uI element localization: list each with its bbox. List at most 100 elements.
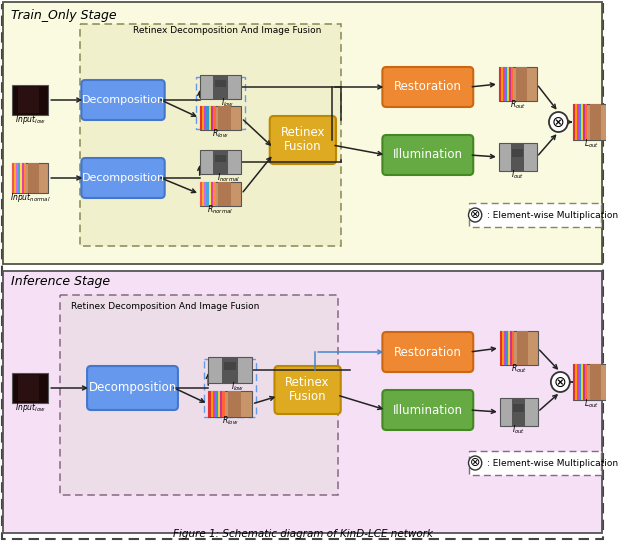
Text: Restoration: Restoration xyxy=(394,81,461,94)
Text: $L_{out}$: $L_{out}$ xyxy=(584,138,599,150)
Text: Retinex Decomposition And Image Fusion: Retinex Decomposition And Image Fusion xyxy=(71,302,259,311)
Bar xyxy=(200,75,241,99)
Text: Inference Stage: Inference Stage xyxy=(12,275,111,288)
Bar xyxy=(513,404,524,412)
Bar xyxy=(18,163,20,193)
Bar xyxy=(223,391,225,417)
Bar xyxy=(24,163,26,193)
Text: : Element-wise Multiplication: : Element-wise Multiplication xyxy=(488,210,619,220)
FancyBboxPatch shape xyxy=(382,135,473,175)
Bar xyxy=(509,67,511,101)
FancyBboxPatch shape xyxy=(275,366,340,414)
Bar xyxy=(204,106,207,130)
Text: Illumination: Illumination xyxy=(393,403,463,416)
Bar xyxy=(585,364,587,400)
Bar xyxy=(208,391,252,417)
Text: Train_Only Stage: Train_Only Stage xyxy=(12,9,117,22)
Text: Input$_{low}$: Input$_{low}$ xyxy=(15,113,46,126)
Bar xyxy=(218,106,231,130)
Bar xyxy=(209,182,211,206)
Bar xyxy=(589,104,601,140)
Text: ⊗: ⊗ xyxy=(470,209,481,222)
Bar xyxy=(573,364,575,400)
Text: Decomposition: Decomposition xyxy=(88,382,177,395)
Bar xyxy=(60,295,338,495)
Text: $R_{low}$: $R_{low}$ xyxy=(222,415,238,427)
Bar xyxy=(581,104,583,140)
Bar xyxy=(506,331,508,365)
Bar xyxy=(579,364,581,400)
Text: Input$_{normal}$: Input$_{normal}$ xyxy=(10,190,51,203)
Text: Fusion: Fusion xyxy=(289,390,326,403)
Text: ⊗: ⊗ xyxy=(552,114,565,130)
Text: Illumination: Illumination xyxy=(393,149,463,162)
Bar xyxy=(575,364,577,400)
Bar xyxy=(211,106,213,130)
Bar xyxy=(500,331,502,365)
Bar xyxy=(200,106,202,130)
FancyBboxPatch shape xyxy=(382,332,473,372)
Bar xyxy=(500,331,538,365)
Bar xyxy=(215,391,218,417)
Bar xyxy=(224,362,236,370)
Bar xyxy=(499,67,501,101)
Bar xyxy=(499,143,537,171)
Bar xyxy=(512,398,525,426)
Text: ⊗: ⊗ xyxy=(470,456,481,469)
Bar xyxy=(583,364,585,400)
Bar xyxy=(208,357,252,383)
Bar xyxy=(468,451,601,475)
Bar xyxy=(200,106,241,130)
Bar xyxy=(209,106,211,130)
Text: Retinex: Retinex xyxy=(280,126,325,139)
Bar xyxy=(79,24,340,246)
Bar xyxy=(503,67,505,101)
Bar xyxy=(500,398,538,426)
Text: $I_{out}$: $I_{out}$ xyxy=(511,169,524,181)
Bar xyxy=(211,391,213,417)
Bar xyxy=(589,364,601,400)
Bar xyxy=(513,149,523,157)
Bar xyxy=(228,391,241,417)
FancyBboxPatch shape xyxy=(382,390,473,430)
Bar xyxy=(208,391,211,417)
Text: $L_{out}$: $L_{out}$ xyxy=(584,398,599,410)
Bar xyxy=(583,104,585,140)
Bar xyxy=(207,182,209,206)
Bar xyxy=(516,67,527,101)
Bar xyxy=(579,104,581,140)
Bar xyxy=(12,163,48,193)
FancyBboxPatch shape xyxy=(87,366,178,410)
Text: Fusion: Fusion xyxy=(284,140,322,153)
Bar xyxy=(573,364,611,400)
Bar xyxy=(218,182,231,206)
Bar xyxy=(222,357,237,383)
Text: $I_{normal}$: $I_{normal}$ xyxy=(216,172,239,184)
Bar xyxy=(16,163,18,193)
Bar xyxy=(213,75,228,99)
FancyBboxPatch shape xyxy=(81,158,164,198)
Bar xyxy=(207,106,209,130)
Bar xyxy=(501,67,503,101)
Circle shape xyxy=(549,112,568,132)
Bar xyxy=(214,80,227,87)
Bar xyxy=(12,373,48,403)
Bar xyxy=(213,391,215,417)
Bar xyxy=(22,163,24,193)
Bar xyxy=(18,375,39,401)
Text: Retinex: Retinex xyxy=(285,377,330,390)
Bar xyxy=(502,331,504,365)
Text: $R_{low}$: $R_{low}$ xyxy=(212,128,228,140)
Circle shape xyxy=(551,372,570,392)
FancyBboxPatch shape xyxy=(269,116,336,164)
Bar xyxy=(214,155,227,162)
Text: $I_{low}$: $I_{low}$ xyxy=(221,97,235,109)
Bar xyxy=(204,359,255,417)
Bar xyxy=(218,391,220,417)
FancyBboxPatch shape xyxy=(382,67,473,107)
Text: $I_{out}$: $I_{out}$ xyxy=(512,424,525,436)
Bar xyxy=(512,331,514,365)
Bar xyxy=(505,67,507,101)
Bar xyxy=(29,163,39,193)
Text: Decomposition: Decomposition xyxy=(81,95,164,105)
